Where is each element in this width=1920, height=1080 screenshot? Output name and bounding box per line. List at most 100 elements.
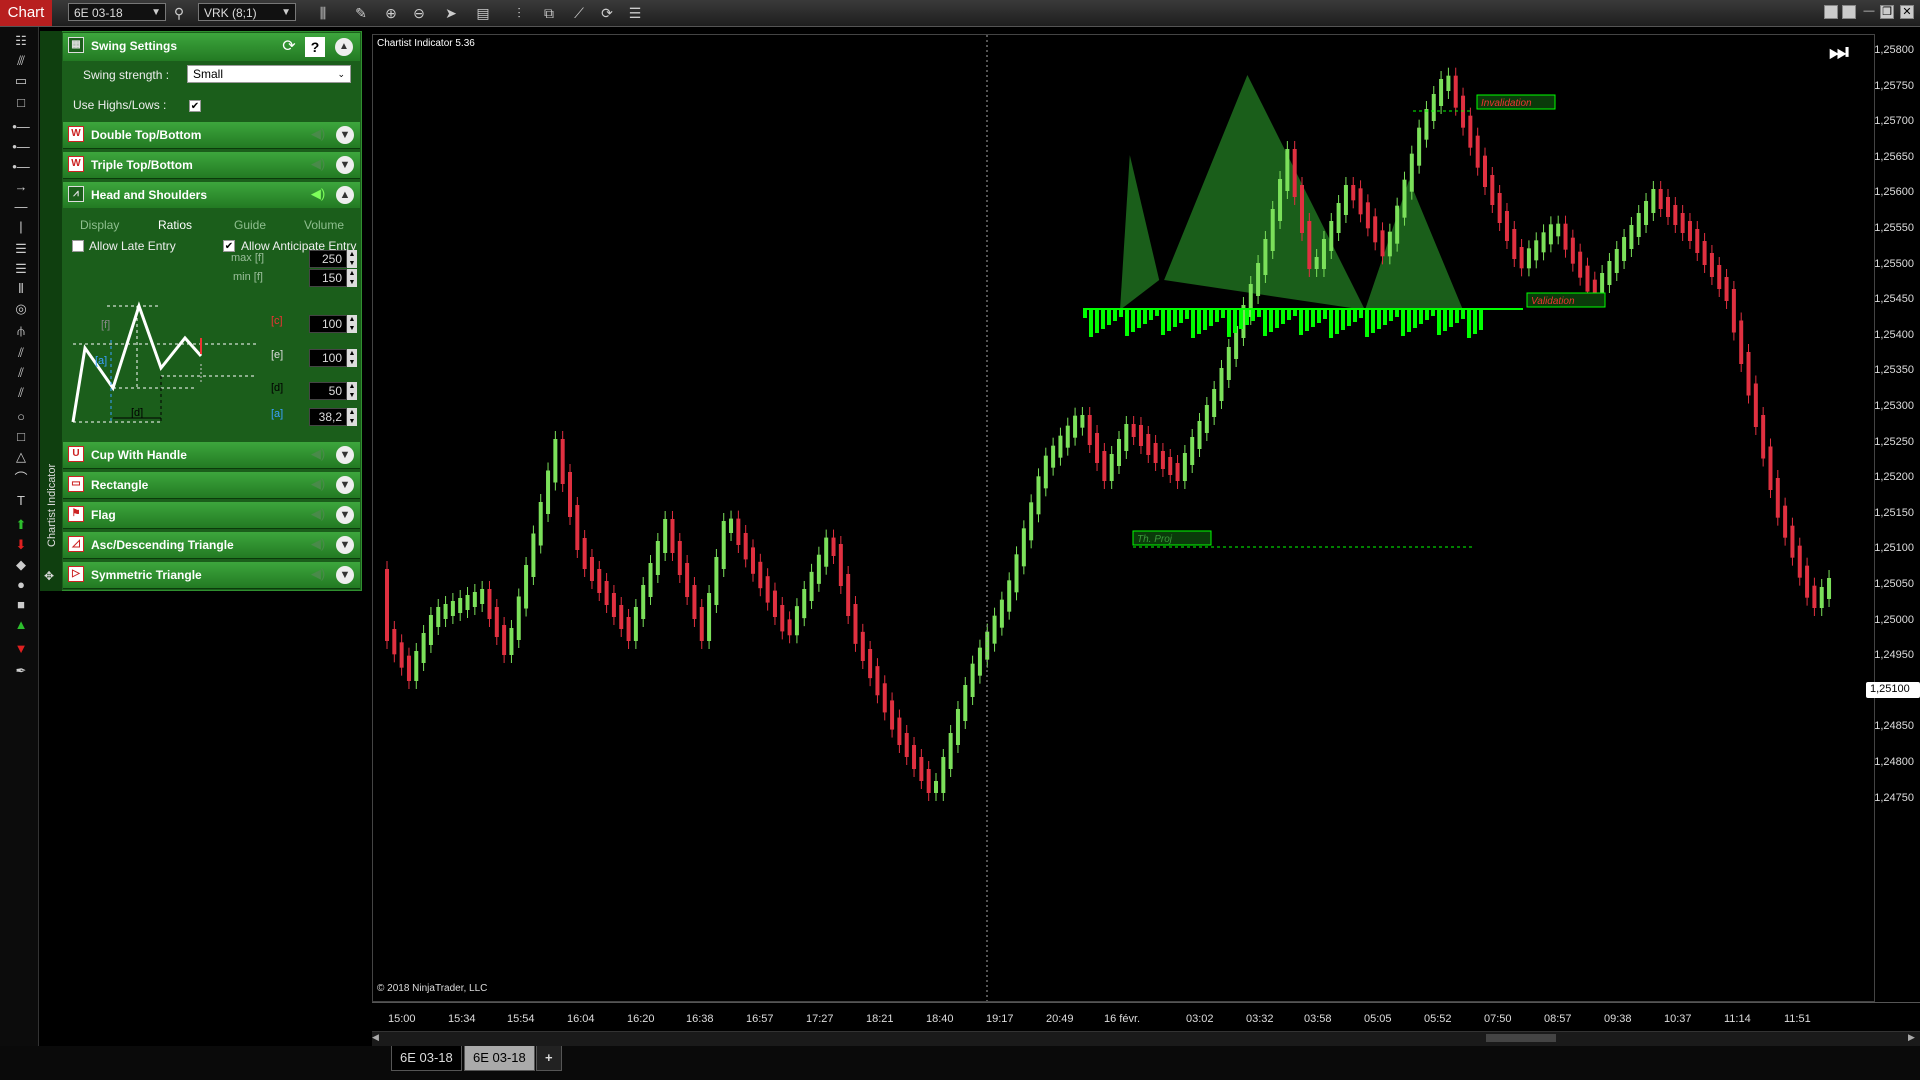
section-symmetric-triangle[interactable]: ▷ Symmetric Triangle ◀) ▼	[63, 562, 360, 589]
sound-icon[interactable]: ◀)	[310, 126, 326, 141]
text-icon[interactable]: T	[17, 493, 25, 508]
reload-icon[interactable]: ⟳	[601, 5, 613, 21]
arrow-down-icon[interactable]: ⬇	[15, 537, 27, 552]
swing-strength-select[interactable]: Small ⌄	[187, 65, 351, 83]
strategies-icon[interactable]: ⧉	[544, 5, 554, 21]
fibonacci-circle-icon[interactable]: ◎	[15, 301, 27, 316]
rectangle-icon[interactable]: □	[17, 95, 25, 110]
sound-on-icon[interactable]: ◀)	[310, 186, 326, 201]
fibonacci-extension-icon[interactable]: ☰	[15, 261, 27, 276]
collapse-icon[interactable]: ▲	[336, 186, 354, 204]
sound-icon[interactable]: ◀)	[310, 506, 326, 521]
move-icon[interactable]: ✥	[44, 569, 55, 583]
expand-icon[interactable]: ▼	[336, 506, 354, 524]
tab-volume[interactable]: Volume	[304, 218, 345, 232]
allow-anticipate-entry-checkbox[interactable]: ✔	[223, 240, 235, 252]
section-triple-top-bottom[interactable]: W Triple Top/Bottom ◀) ▼	[63, 152, 360, 179]
max-f-spinner[interactable]: ▲ ▼	[347, 250, 357, 268]
e-ratio-spinner[interactable]: ▲ ▼	[347, 349, 357, 367]
minimize-icon[interactable]: —	[1863, 5, 1875, 17]
arrow-line-icon[interactable]: →	[14, 179, 28, 194]
collapse-icon[interactable]: ▲	[335, 38, 353, 56]
a-ratio-input[interactable]: 38,2	[309, 408, 347, 426]
price-axis[interactable]: 1,25800 1,25750 1,25700 1,25650 1,25600 1,255…	[1874, 34, 1920, 1002]
dot-icon[interactable]: ●	[17, 577, 25, 592]
c-ratio-input[interactable]: 100	[309, 315, 347, 333]
swing-settings-header[interactable]: ▦ Swing Settings ⟳ ? ▲	[63, 33, 360, 62]
sound-icon[interactable]: ◀)	[310, 476, 326, 491]
extended-line-icon[interactable]: •—	[12, 159, 30, 174]
min-f-input[interactable]: 150	[309, 269, 347, 287]
search-icon[interactable]: ⚲	[173, 5, 185, 21]
max-f-input[interactable]: 250	[309, 250, 347, 268]
price-chart[interactable]: Invalidation Validation Th. Proj	[373, 35, 1874, 1001]
d-ratio-input[interactable]: 50	[309, 382, 347, 400]
risk-reward-icon[interactable]: ⫻	[17, 53, 25, 68]
line-icon[interactable]: •—	[12, 119, 30, 134]
help-icon[interactable]: ?	[305, 37, 325, 57]
triangle-icon[interactable]: △	[16, 449, 26, 464]
bar-type-select[interactable]: VRK (8;1) ▼	[198, 3, 296, 21]
expand-icon[interactable]: ▼	[336, 126, 354, 144]
chart-window-tab[interactable]: Chart	[0, 0, 52, 26]
pen-icon[interactable]: ✒	[15, 663, 27, 678]
triangle-down-icon[interactable]: ▼	[14, 641, 28, 656]
expand-icon[interactable]: ▼	[336, 446, 354, 464]
close-icon[interactable]: ✕	[1900, 5, 1914, 19]
arrow-up-icon[interactable]: ⬆	[15, 517, 27, 532]
data-box-icon[interactable]: ▤	[476, 5, 490, 21]
allow-late-entry-checkbox[interactable]	[72, 240, 84, 252]
square-marker-icon[interactable]: ■	[17, 597, 25, 612]
refresh-icon[interactable]: ⟳	[282, 38, 296, 55]
properties-icon[interactable]: ☰	[628, 5, 642, 21]
c-ratio-spinner[interactable]: ▲ ▼	[347, 315, 357, 333]
expand-icon[interactable]: ▼	[336, 476, 354, 494]
triangle-up-icon[interactable]: ▲	[14, 617, 28, 632]
andrews-pitchfork-icon[interactable]: ⫛	[17, 323, 25, 338]
trend-channel-icon[interactable]: ⫽	[18, 385, 24, 400]
tile-window-icon[interactable]	[1824, 5, 1838, 19]
tile-window-icon[interactable]	[1842, 5, 1856, 19]
tab-display[interactable]: Display	[80, 218, 120, 232]
bars-style-icon[interactable]: ⫼	[319, 5, 327, 21]
tab-ratios[interactable]: Ratios	[158, 218, 193, 232]
section-cup-with-handle[interactable]: U Cup With Handle ◀) ▼	[63, 442, 360, 469]
indicators-icon[interactable]: ⫶	[517, 5, 521, 21]
d-ratio-spinner[interactable]: ▲ ▼	[347, 382, 357, 400]
tab-chart-2[interactable]: 6E 03-18	[464, 1046, 535, 1071]
square-icon[interactable]: □	[17, 429, 25, 444]
use-highs-lows-checkbox[interactable]: ✔	[189, 100, 201, 112]
sound-icon[interactable]: ◀)	[310, 536, 326, 551]
sound-icon[interactable]: ◀)	[310, 156, 326, 171]
regression-channel-icon[interactable]: ⫽	[18, 365, 24, 380]
section-flag[interactable]: ⚑ Flag ◀) ▼	[63, 502, 360, 529]
vertical-line-icon[interactable]: |	[19, 219, 23, 234]
maximize-icon[interactable]: ❐	[1880, 5, 1894, 19]
horizontal-scrollbar[interactable]	[372, 1031, 1920, 1046]
e-ratio-input[interactable]: 100	[309, 349, 347, 367]
min-f-spinner[interactable]: ▲ ▼	[347, 269, 357, 287]
section-double-top-bottom[interactable]: W Double Top/Bottom ◀) ▼	[63, 122, 360, 149]
tab-guide[interactable]: Guide	[234, 218, 267, 232]
expand-icon[interactable]: ▼	[336, 536, 354, 554]
instrument-select[interactable]: 6E 03-18 ▼	[68, 3, 166, 21]
skip-to-end-icon[interactable]: ⏭	[1829, 39, 1849, 64]
scroll-right-icon[interactable]: ▶	[1908, 1032, 1915, 1042]
sound-icon[interactable]: ◀)	[310, 446, 326, 461]
add-tab-button[interactable]: +	[536, 1046, 562, 1071]
sound-icon[interactable]: ◀)	[310, 566, 326, 581]
pencil-icon[interactable]: ✎	[355, 5, 367, 21]
zoom-out-icon[interactable]: ⊖	[413, 5, 425, 21]
diamond-icon[interactable]: ◆	[16, 557, 26, 572]
fibonacci-icon[interactable]: ☰	[15, 241, 27, 256]
ruler-icon[interactable]: ☷	[15, 33, 27, 48]
region-icon[interactable]: ▭	[14, 73, 28, 88]
gann-fan-icon[interactable]: ⫽	[18, 345, 24, 360]
expand-icon[interactable]: ▼	[336, 156, 354, 174]
chart-panel[interactable]: Invalidation Validation Th. Proj Chartist …	[372, 34, 1875, 1002]
ellipse-icon[interactable]: ○	[17, 409, 25, 424]
zoom-in-icon[interactable]: ⊕	[385, 5, 397, 21]
draw-tool-icon[interactable]: ⟋	[574, 5, 584, 21]
section-head-and-shoulders[interactable]: ⩘ Head and Shoulders ◀) ▲	[63, 182, 360, 209]
a-ratio-spinner[interactable]: ▲ ▼	[347, 408, 357, 426]
